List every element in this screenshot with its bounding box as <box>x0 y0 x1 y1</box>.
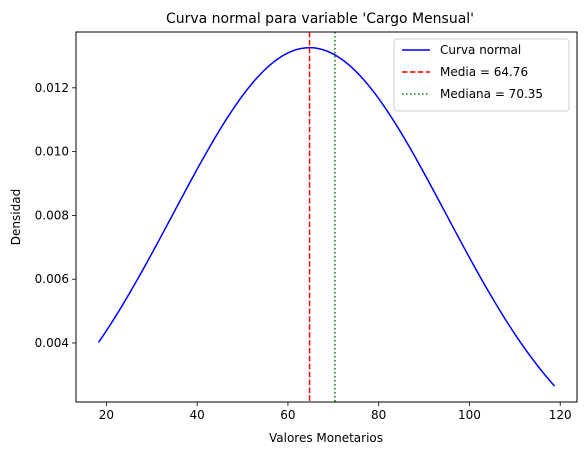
y-tick-label: 0.004 <box>35 336 69 350</box>
y-tick-label: 0.012 <box>35 81 69 95</box>
y-tick-label: 0.008 <box>35 208 69 222</box>
x-tick-label: 100 <box>458 408 481 422</box>
legend-box <box>393 38 570 112</box>
x-tick-label: 60 <box>280 408 295 422</box>
legend-label: Media = 64.76 <box>440 65 528 79</box>
plot-area <box>97 32 556 402</box>
y-tick-label: 0.010 <box>35 145 69 159</box>
x-tick-label: 20 <box>99 408 114 422</box>
axis-ticks: 20 40 60 80 100 120 0.004 0.006 0.008 0.010 0.012 <box>35 81 572 422</box>
x-tick-label: 120 <box>549 408 572 422</box>
chart-title: Curva normal para variable 'Cargo Mensua… <box>166 11 474 27</box>
legend-label: Mediana = 70.35 <box>440 87 543 101</box>
x-axis-label: Valores Monetarios <box>269 431 383 445</box>
legend-label: Curva normal <box>440 43 521 57</box>
normal-curve-line <box>97 46 556 387</box>
x-tick-label: 80 <box>371 408 386 422</box>
y-tick-label: 0.006 <box>35 272 69 286</box>
legend: Curva normal Media = 64.76 Mediana = 70.35 <box>393 38 570 112</box>
x-tick-label: 40 <box>190 408 205 422</box>
y-axis-label: Densidad <box>9 189 23 245</box>
plot-frame <box>75 31 578 403</box>
